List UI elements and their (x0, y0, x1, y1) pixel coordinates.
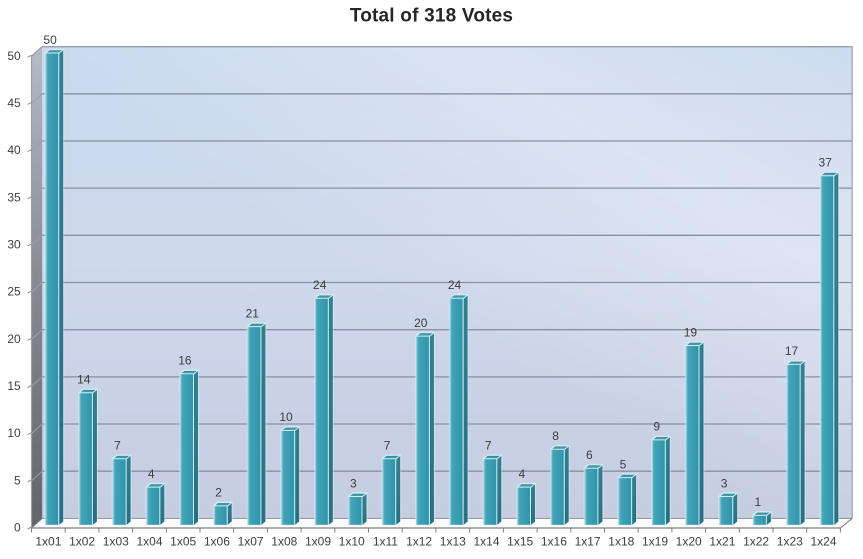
svg-text:1x20: 1x20 (676, 535, 702, 549)
svg-text:7: 7 (485, 439, 492, 453)
svg-text:1x17: 1x17 (575, 535, 601, 549)
svg-text:20: 20 (7, 332, 21, 346)
svg-text:5: 5 (14, 473, 21, 487)
svg-text:17: 17 (785, 344, 799, 358)
svg-text:1x24: 1x24 (810, 535, 836, 549)
svg-text:1x19: 1x19 (642, 535, 668, 549)
svg-text:1x12: 1x12 (406, 535, 432, 549)
svg-text:2: 2 (215, 486, 222, 500)
svg-text:10: 10 (279, 410, 293, 424)
svg-text:24: 24 (448, 278, 462, 292)
svg-text:30: 30 (7, 238, 21, 252)
svg-text:3: 3 (350, 476, 357, 490)
svg-text:1x18: 1x18 (608, 535, 634, 549)
svg-text:4: 4 (148, 467, 155, 481)
svg-text:1x21: 1x21 (709, 535, 735, 549)
svg-text:1x22: 1x22 (743, 535, 769, 549)
svg-text:1x05: 1x05 (170, 535, 196, 549)
svg-text:1x16: 1x16 (541, 535, 567, 549)
svg-text:1x15: 1x15 (507, 535, 533, 549)
svg-text:9: 9 (653, 420, 660, 434)
svg-text:7: 7 (384, 439, 391, 453)
svg-text:4: 4 (519, 467, 526, 481)
svg-text:1x09: 1x09 (305, 535, 331, 549)
svg-text:50: 50 (7, 49, 21, 63)
svg-text:19: 19 (684, 325, 698, 339)
svg-text:16: 16 (178, 354, 192, 368)
svg-text:15: 15 (7, 379, 21, 393)
svg-text:1: 1 (754, 495, 761, 509)
svg-text:40: 40 (7, 143, 21, 157)
svg-text:1x10: 1x10 (339, 535, 365, 549)
svg-text:1x08: 1x08 (271, 535, 297, 549)
svg-text:25: 25 (7, 285, 21, 299)
svg-text:50: 50 (43, 33, 57, 47)
svg-text:1x14: 1x14 (473, 535, 499, 549)
svg-text:1x03: 1x03 (103, 535, 129, 549)
svg-text:24: 24 (313, 278, 327, 292)
svg-text:3: 3 (721, 476, 728, 490)
svg-text:14: 14 (77, 373, 91, 387)
svg-text:10: 10 (7, 426, 21, 440)
svg-text:1x01: 1x01 (35, 535, 61, 549)
svg-text:1x13: 1x13 (440, 535, 466, 549)
svg-text:1x06: 1x06 (204, 535, 230, 549)
svg-text:35: 35 (7, 190, 21, 204)
svg-text:6: 6 (586, 448, 593, 462)
svg-text:0: 0 (14, 521, 21, 535)
svg-text:Total of 318 Votes: Total of 318 Votes (350, 6, 513, 27)
svg-text:5: 5 (620, 457, 627, 471)
svg-text:1x07: 1x07 (238, 535, 264, 549)
svg-text:8: 8 (552, 429, 559, 443)
svg-text:1x04: 1x04 (136, 535, 162, 549)
svg-text:45: 45 (7, 96, 21, 110)
svg-text:20: 20 (414, 316, 428, 330)
svg-text:1x23: 1x23 (777, 535, 803, 549)
svg-text:21: 21 (246, 306, 260, 320)
svg-text:1x11: 1x11 (373, 535, 398, 549)
svg-text:7: 7 (114, 439, 121, 453)
svg-text:37: 37 (819, 156, 833, 170)
svg-text:1x02: 1x02 (69, 535, 95, 549)
